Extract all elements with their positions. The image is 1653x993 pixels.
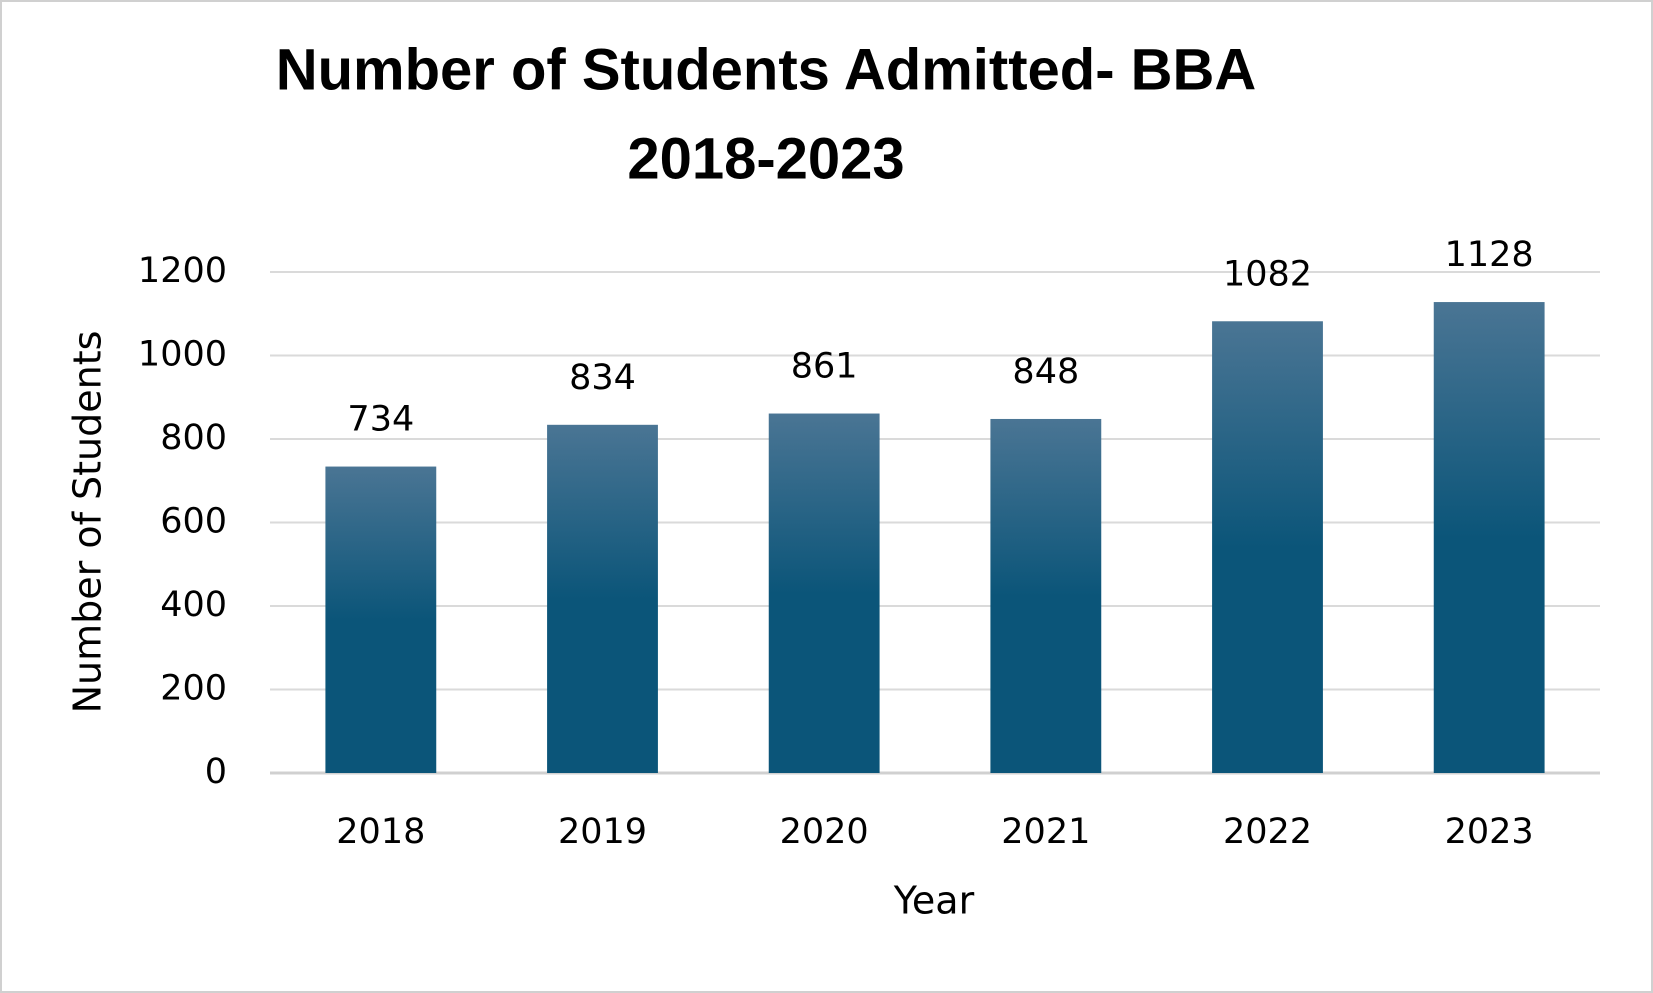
bar — [990, 418, 1102, 773]
bar — [1212, 321, 1323, 773]
bar — [768, 413, 880, 773]
x-tick-label: 2019 — [558, 812, 647, 852]
x-tick-label: 2020 — [780, 812, 869, 852]
y-tick-label: 800 — [160, 418, 227, 458]
bar — [325, 466, 437, 773]
data-label: 848 — [1012, 352, 1079, 392]
data-label: 834 — [569, 358, 636, 398]
bar — [1433, 302, 1545, 773]
y-tick-label: 400 — [160, 585, 227, 625]
data-label: 861 — [791, 347, 858, 387]
y-tick-label: 1200 — [138, 251, 227, 291]
chart-title: 2018-2023 — [627, 126, 904, 191]
x-tick-label: 2018 — [336, 812, 425, 852]
y-tick-label: 600 — [160, 502, 227, 542]
y-tick-label: 0 — [205, 752, 227, 792]
data-label: 1082 — [1223, 254, 1312, 294]
chart-title: Number of Students Admitted- BBA — [276, 37, 1257, 102]
data-label: 734 — [347, 400, 414, 440]
x-tick-label: 2022 — [1223, 812, 1312, 852]
data-label: 1128 — [1445, 235, 1534, 275]
y-tick-label: 200 — [160, 669, 227, 709]
bar — [547, 424, 658, 773]
y-tick-label: 1000 — [138, 335, 227, 375]
y-axis-title: Number of Students — [66, 331, 110, 714]
x-tick-label: 2021 — [1001, 812, 1090, 852]
x-tick-label: 2023 — [1445, 812, 1534, 852]
x-axis-title: Year — [893, 879, 975, 923]
